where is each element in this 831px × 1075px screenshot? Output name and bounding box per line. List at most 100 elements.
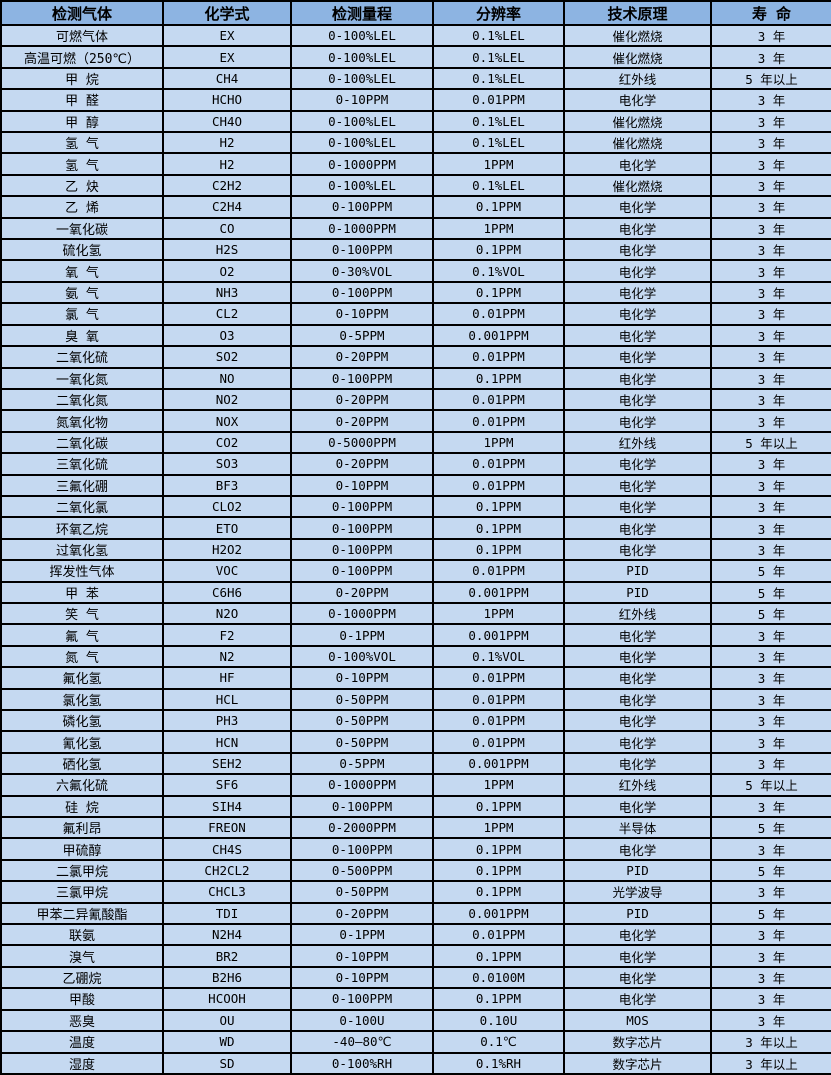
table-cell: 0.1%VOL [432,259,565,283]
table-cell: 电化学 [563,409,712,433]
table-row: 笑 气 N2O 0-1000PPM 1PPM 红外线 5 年 [0,601,831,626]
table-cell: 1PPM [432,773,565,797]
table-cell: 0-30%VOL [290,259,434,283]
table-row: 六氟化硫 SF6 0-1000PPM 1PPM 红外线 5 年以上 [0,773,831,797]
table-cell: C2H4 [162,195,292,219]
table-row: 挥发性气体 VOC 0-100PPM 0.01PPM PID 5 年 [0,559,831,583]
table-cell: 电化学 [563,837,712,861]
table-cell: 0.1PPM [432,794,565,819]
table-cell: 3 年 [710,173,831,198]
table-cell: 0.01PPM [432,345,565,369]
table-cell: 电化学 [563,965,712,990]
table-cell: BR2 [162,944,292,968]
table-cell: 数字芯片 [563,1051,712,1075]
table-cell: 0.001PPM [432,751,565,776]
table-cell: 0-20PPM [290,345,434,369]
table-cell: 0-20PPM [290,452,434,476]
table-cell: 0-100%LEL [290,66,434,91]
table-row: 甲 烷 CH4 0-100%LEL 0.1%LEL 红外线 5 年以上 [0,66,831,91]
table-cell: 3 年 [710,45,831,69]
table-cell: 三氟化硼 [0,473,164,497]
table-cell: 甲 苯 [0,580,164,604]
table-row: 高温可燃（250℃） EX 0-100%LEL 0.1%LEL 催化燃烧 3 年 [0,45,831,69]
table-cell: 0.01PPM [432,687,565,712]
table-cell: 环氧乙烷 [0,516,164,540]
table-row: 氯 气 CL2 0-10PPM 0.01PPM 电化学 3 年 [0,302,831,326]
table-cell: 0-10PPM [290,473,434,497]
table-cell: 电化学 [563,751,712,776]
table-cell: 3 年 [710,794,831,819]
table-cell: H2O2 [162,537,292,562]
table-cell: 0-100%LEL [290,131,434,155]
table-cell: 0-20PPM [290,901,434,926]
table-cell: 氨 气 [0,280,164,305]
table-cell: 0.001PPM [432,580,565,604]
table-cell: C6H6 [162,580,292,604]
table-cell: 电化学 [563,345,712,369]
table-row: 恶臭 OU 0-100U 0.10U MOS 3 年 [0,1008,831,1033]
table-cell: CO2 [162,430,292,455]
table-row: 二氧化氮 NO2 0-20PPM 0.01PPM 电化学 3 年 [0,387,831,412]
table-cell: 1PPM [432,216,565,241]
table-cell: HCHO [162,88,292,112]
table-cell: NH3 [162,280,292,305]
table-cell: 0.1PPM [432,238,565,262]
table-row: 甲 醇 CH4O 0-100%LEL 0.1%LEL 催化燃烧 3 年 [0,109,831,134]
table-cell: 3 年 [710,452,831,476]
table-cell: 催化燃烧 [563,109,712,134]
table-cell: 电化学 [563,152,712,176]
table-cell: 电化学 [563,88,712,112]
table-cell: 3 年 [710,366,831,390]
table-row: 氢 气 H2 0-1000PPM 1PPM 电化学 3 年 [0,152,831,176]
table-cell: 氰化氢 [0,730,164,754]
table-row: 硅 烷 SIH4 0-100PPM 0.1PPM 电化学 3 年 [0,794,831,819]
table-cell: 催化燃烧 [563,45,712,69]
table-cell: 三氯甲烷 [0,880,164,904]
table-cell: 3 年 [710,387,831,412]
table-row: 一氧化碳 CO 0-1000PPM 1PPM 电化学 3 年 [0,216,831,241]
table-cell: 甲 烷 [0,66,164,91]
table-cell: 0.01PPM [432,923,565,947]
table-cell: 0-1000PPM [290,601,434,626]
table-cell: 0.001PPM [432,901,565,926]
table-row: 溴气 BR2 0-10PPM 0.1PPM 电化学 3 年 [0,944,831,968]
table-cell: 电化学 [563,473,712,497]
table-cell: 3 年 [710,944,831,968]
table-cell: 0.01PPM [432,387,565,412]
table-cell: 0.001PPM [432,623,565,647]
table-cell: 电化学 [563,687,712,712]
table-row: 氯化氢 HCL 0-50PPM 0.01PPM 电化学 3 年 [0,687,831,712]
table-cell: 电化学 [563,494,712,519]
table-cell: VOC [162,559,292,583]
table-cell: 氟化氢 [0,666,164,690]
table-cell: 氟 气 [0,623,164,647]
table-row: 氮氧化物 NOX 0-20PPM 0.01PPM 电化学 3 年 [0,409,831,433]
table-cell: CO [162,216,292,241]
table-cell: 0-1000PPM [290,216,434,241]
table-cell: 溴气 [0,944,164,968]
table-row: 氟 气 F2 0-1PPM 0.001PPM 电化学 3 年 [0,623,831,647]
table-cell: 3 年 [710,323,831,348]
table-cell: 0.1%LEL [432,23,565,48]
table-cell: 二氧化碳 [0,430,164,455]
table-cell: 红外线 [563,773,712,797]
table-cell: 0.01PPM [432,708,565,733]
table-cell: 5 年 [710,580,831,604]
table-cell: 3 年 [710,623,831,647]
column-header: 化学式 [162,0,292,26]
table-cell: 氢 气 [0,131,164,155]
table-cell: 电化学 [563,516,712,540]
table-cell: 3 年 [710,345,831,369]
table-cell: 乙硼烷 [0,965,164,990]
table-cell: 0.1%LEL [432,109,565,134]
table-cell: 3 年 [710,152,831,176]
table-cell: 电化学 [563,923,712,947]
table-cell: 挥发性气体 [0,559,164,583]
table-cell: 3 年 [710,751,831,776]
table-cell: 0-2000PPM [290,816,434,840]
table-cell: 氯化氢 [0,687,164,712]
table-cell: 0.01PPM [432,666,565,690]
table-cell: 0-50PPM [290,708,434,733]
table-cell: 氮 气 [0,644,164,669]
table-body: 可燃气体 EX 0-100%LEL 0.1%LEL 催化燃烧 3 年高温可燃（250℃） E… [0,23,831,1075]
